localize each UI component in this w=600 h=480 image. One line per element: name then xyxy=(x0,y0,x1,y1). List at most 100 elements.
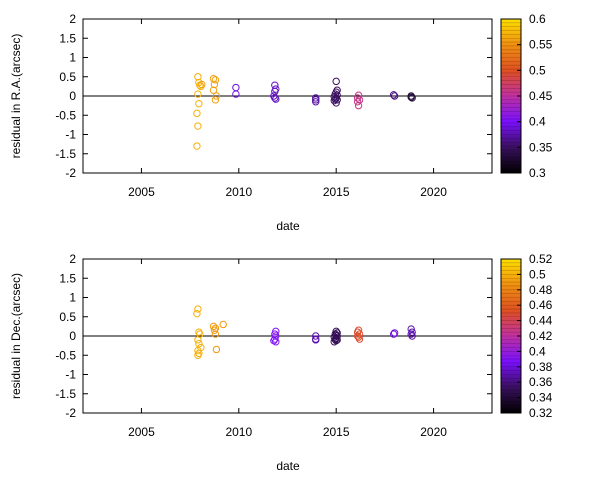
colorbar-tick-label: 0.3 xyxy=(529,166,546,180)
data-point xyxy=(332,99,340,107)
data-point xyxy=(194,122,202,130)
data-point xyxy=(389,330,398,338)
colorbar-tick-label: 0.46 xyxy=(529,298,553,312)
y-tick-label: 0.5 xyxy=(59,310,76,324)
data-point xyxy=(332,336,340,345)
data-point xyxy=(272,95,280,103)
data-point xyxy=(332,331,340,339)
x-axis-ticks: 2005 2010 2015 2020 xyxy=(128,19,447,199)
colorbar-tick-label: 0.4 xyxy=(529,344,546,358)
x-tick-label: 2015 xyxy=(323,425,350,439)
data-point xyxy=(211,76,220,84)
y-axis-label: residual in Dec.(arcsec) xyxy=(9,273,23,399)
x-axis-ticks: 2005 2010 2015 2020 xyxy=(128,259,447,439)
y-tick-label: 1 xyxy=(69,51,76,65)
data-point xyxy=(198,80,206,89)
data-point xyxy=(209,74,218,83)
colorbar-tick-label: 0.55 xyxy=(529,38,553,52)
y-axis-ticks: 2 1.5 1 0.5 0 -0.5 -1 -1.5 -2 xyxy=(55,12,492,180)
colorbar-tick-label: 0.44 xyxy=(529,314,553,328)
x-tick-label: 2010 xyxy=(225,425,252,439)
y-tick-label: 1.5 xyxy=(59,31,76,45)
y-tick-label: 0 xyxy=(69,329,76,343)
data-point xyxy=(194,351,202,359)
colorbar-tick-label: 0.5 xyxy=(529,267,546,281)
x-tick-label: 2005 xyxy=(128,185,155,199)
colorbar-tick-label: 0.6 xyxy=(529,12,546,26)
data-point xyxy=(390,92,399,100)
colorbar-tick-label: 0.5 xyxy=(529,63,546,77)
data-point xyxy=(193,109,201,118)
data-point xyxy=(194,336,202,344)
colorbar-tick-label: 0.34 xyxy=(529,391,553,405)
colorbar-tick-label: 0.35 xyxy=(529,140,553,154)
colorbar-tick-label: 0.36 xyxy=(529,375,553,389)
ra-residual-panel: 2 1.5 1 0.5 0 -0.5 -1 -1.5 -2 2005 2010 2015 2020 r… xyxy=(9,12,553,233)
y-tick-label: -1.5 xyxy=(55,147,76,161)
data-point xyxy=(194,305,202,313)
data-point xyxy=(355,335,364,343)
data-points xyxy=(193,305,416,359)
y-tick-label: 1 xyxy=(69,291,76,305)
y-tick-label: -1 xyxy=(65,128,76,142)
data-point xyxy=(212,345,221,354)
data-point xyxy=(219,320,227,329)
y-tick-label: -0.5 xyxy=(55,348,76,362)
data-point xyxy=(270,336,278,345)
data-point xyxy=(330,338,338,346)
data-point xyxy=(272,338,280,346)
y-tick-label: 0.5 xyxy=(59,70,76,84)
colorbar-ticks: 0.6 0.55 0.5 0.45 0.4 0.35 0.3 xyxy=(501,12,553,180)
data-point xyxy=(353,94,362,102)
colorbar: 0.6 0.55 0.5 0.45 0.4 0.35 0.3 xyxy=(500,12,553,180)
dec-residual-panel: 2 1.5 1 0.5 0 -0.5 -1 -1.5 -2 2005 2010 2015 2020 r… xyxy=(9,252,553,473)
data-point xyxy=(209,86,218,94)
data-point xyxy=(210,326,219,334)
data-point xyxy=(232,83,240,92)
data-point xyxy=(210,80,219,89)
x-tick-label: 2020 xyxy=(420,425,447,439)
data-point xyxy=(271,87,279,96)
data-point xyxy=(195,100,203,108)
data-point xyxy=(312,96,320,104)
y-tick-label: -1 xyxy=(65,368,76,382)
y-axis-ticks: 2 1.5 1 0.5 0 -0.5 -1 -1.5 -2 xyxy=(55,252,492,420)
colorbar: 0.520.5 0.480.46 0.440.420.4 0.380.36 0.340.… xyxy=(500,252,553,420)
data-point xyxy=(330,96,338,105)
data-point xyxy=(355,330,364,338)
data-point xyxy=(193,142,201,150)
data-point xyxy=(312,332,320,340)
data-point xyxy=(194,73,202,81)
y-tick-label: 2 xyxy=(69,252,76,266)
y-tick-label: -1.5 xyxy=(55,387,76,401)
data-point xyxy=(312,94,320,102)
x-tick-label: 2010 xyxy=(225,185,252,199)
colorbar-tick-label: 0.32 xyxy=(529,406,553,420)
data-point xyxy=(271,94,279,102)
x-tick-label: 2020 xyxy=(420,185,447,199)
data-point xyxy=(354,101,363,110)
data-point xyxy=(312,336,320,344)
y-axis-label: residual in R.A.(arcsec) xyxy=(9,34,23,159)
y-tick-label: 2 xyxy=(69,12,76,26)
data-point xyxy=(272,332,280,340)
data-point xyxy=(407,93,415,101)
colorbar-tick-label: 0.38 xyxy=(529,360,553,374)
data-point xyxy=(193,309,201,318)
data-point xyxy=(194,90,202,98)
colorbar-tick-label: 0.45 xyxy=(529,89,553,103)
data-point xyxy=(408,94,416,102)
data-point xyxy=(355,96,364,104)
x-axis-label: date xyxy=(276,459,300,473)
y-tick-label: 0 xyxy=(69,89,76,103)
data-point xyxy=(389,91,398,99)
x-tick-label: 2015 xyxy=(323,185,350,199)
x-axis-label: date xyxy=(276,219,300,233)
data-point xyxy=(353,98,362,106)
data-point xyxy=(408,332,416,340)
data-point xyxy=(211,96,220,104)
data-point xyxy=(232,90,240,98)
data-point xyxy=(407,325,415,333)
data-point xyxy=(195,340,203,348)
